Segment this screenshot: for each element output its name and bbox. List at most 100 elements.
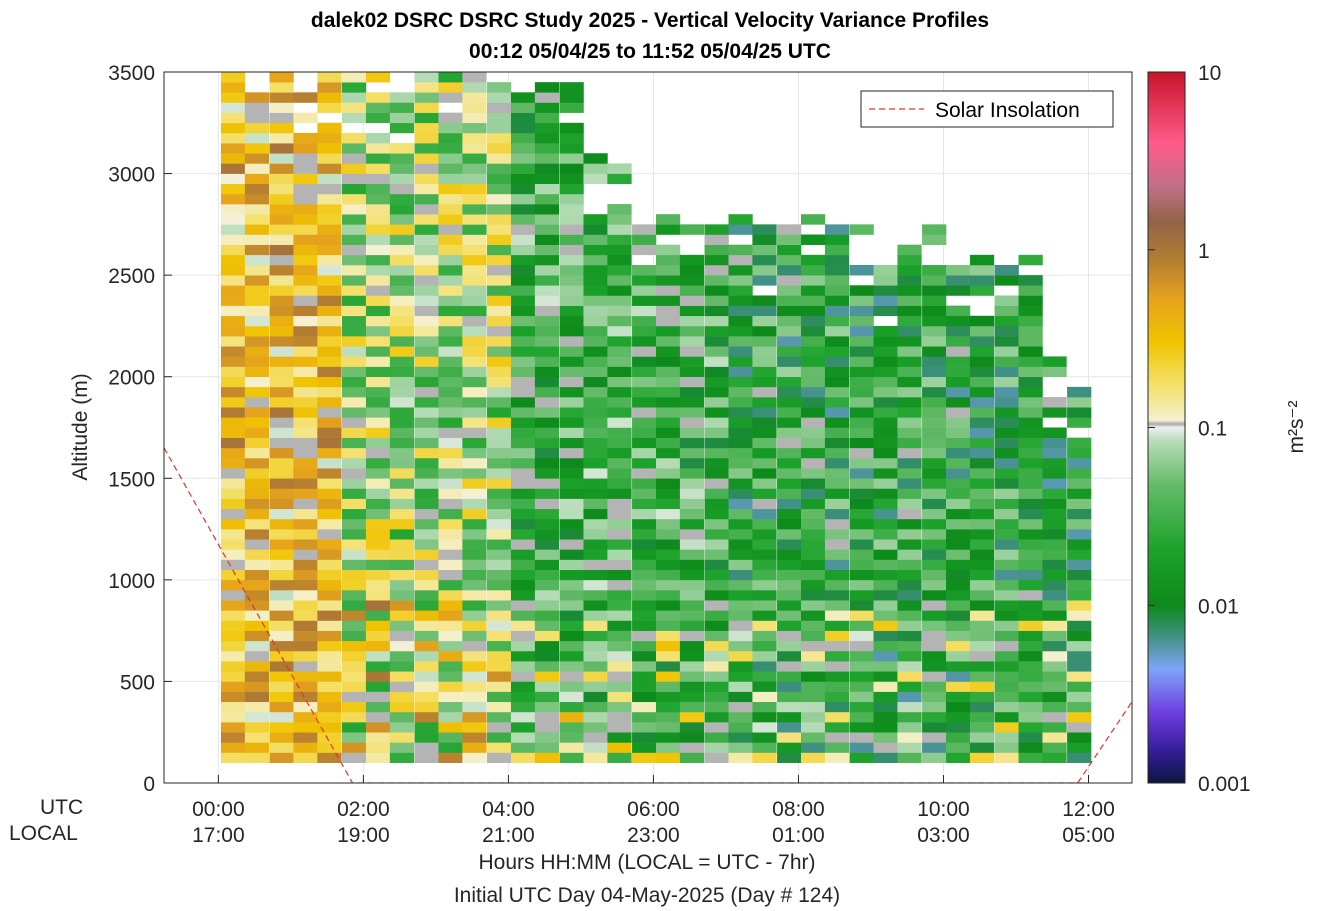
variance-cell xyxy=(1018,447,1043,459)
variance-cell xyxy=(1018,630,1043,642)
variance-cell xyxy=(317,82,342,93)
local-row-label: LOCAL xyxy=(9,822,78,845)
variance-cell xyxy=(777,600,802,611)
variance-cell xyxy=(946,640,971,652)
variance-cell xyxy=(534,112,560,124)
variance-cell xyxy=(365,732,391,743)
variance-cell xyxy=(873,600,898,611)
variance-cell xyxy=(632,417,657,428)
variance-cell xyxy=(220,92,246,103)
variance-cell xyxy=(655,498,681,510)
variance-cell xyxy=(244,264,270,276)
x-axis-label: Hours HH:MM (LOCAL = UTC - 7hr) xyxy=(478,851,816,874)
variance-cell xyxy=(777,559,802,570)
variance-cell xyxy=(244,590,270,601)
variance-cell xyxy=(293,163,318,174)
variance-cell xyxy=(487,82,512,93)
variance-cell xyxy=(269,457,294,469)
variance-cell xyxy=(1018,325,1043,337)
variance-cell xyxy=(414,325,439,337)
variance-cell xyxy=(317,671,342,682)
variance-cell xyxy=(487,376,512,388)
variance-cell xyxy=(414,732,439,743)
variance-cell xyxy=(704,254,729,266)
variance-cell xyxy=(777,457,802,469)
variance-cell xyxy=(873,691,898,703)
variance-cell xyxy=(777,315,802,327)
variance-cell xyxy=(800,569,826,581)
variance-cell xyxy=(632,722,657,733)
variance-cell xyxy=(244,498,270,510)
variance-cell xyxy=(728,579,753,591)
variance-cell xyxy=(244,92,270,103)
variance-cell xyxy=(969,498,995,510)
variance-cell xyxy=(873,579,898,591)
variance-cell xyxy=(244,224,270,235)
variance-cell xyxy=(632,559,657,570)
variance-cell xyxy=(849,346,874,357)
variance-cell xyxy=(510,254,536,266)
variance-cell xyxy=(244,204,270,215)
variance-cell xyxy=(1042,529,1067,540)
variance-cell xyxy=(487,722,512,733)
variance-cell xyxy=(414,549,439,560)
variance-cell xyxy=(487,539,512,550)
variance-cell xyxy=(389,539,415,550)
variance-cell xyxy=(293,132,318,144)
variance-cell xyxy=(632,305,657,317)
variance-cell xyxy=(583,336,608,347)
variance-cell xyxy=(365,204,391,215)
variance-cell xyxy=(462,732,487,743)
variance-cell xyxy=(849,569,874,581)
variance-cell xyxy=(269,417,294,428)
variance-cell xyxy=(414,691,439,703)
variance-cell xyxy=(922,579,947,591)
variance-cell xyxy=(534,569,560,581)
variance-cell xyxy=(655,549,681,560)
variance-cell xyxy=(220,600,246,611)
variance-cell xyxy=(632,356,657,367)
variance-cell xyxy=(269,122,294,134)
variance-cell xyxy=(365,407,391,418)
variance-cell xyxy=(679,264,705,276)
variance-cell xyxy=(534,336,560,347)
variance-cell xyxy=(269,620,294,631)
variance-cell xyxy=(1067,722,1092,733)
variance-cell xyxy=(655,620,681,631)
variance-cell xyxy=(824,285,850,296)
variance-cell xyxy=(777,295,802,306)
variance-cell xyxy=(632,336,657,347)
variance-cell xyxy=(632,285,657,296)
variance-cell xyxy=(414,244,439,256)
variance-cell xyxy=(583,254,608,266)
variance-cell xyxy=(293,488,318,499)
variance-cell xyxy=(244,325,270,337)
variance-cell xyxy=(777,508,802,520)
variance-cell xyxy=(752,437,777,449)
variance-cell xyxy=(534,488,560,499)
variance-cell xyxy=(534,122,560,134)
variance-cell xyxy=(462,610,487,621)
variance-cell xyxy=(607,295,632,306)
variance-cell xyxy=(269,732,294,743)
variance-cell xyxy=(655,447,681,459)
variance-cell xyxy=(487,346,512,357)
variance-cell xyxy=(293,254,318,266)
variance-cell xyxy=(342,468,367,479)
variance-cell xyxy=(777,376,802,388)
variance-cell xyxy=(534,244,560,256)
variance-cell xyxy=(487,691,512,703)
variance-cell xyxy=(946,285,971,296)
variance-cell xyxy=(777,275,802,286)
variance-cell xyxy=(873,488,898,499)
variance-cell xyxy=(269,630,294,642)
variance-cell xyxy=(583,691,608,703)
variance-cell xyxy=(534,559,560,570)
variance-cell xyxy=(414,752,439,763)
variance-cell xyxy=(414,590,439,601)
variance-cell xyxy=(800,722,826,733)
variance-cell xyxy=(534,508,560,520)
variance-cell xyxy=(994,346,1019,357)
